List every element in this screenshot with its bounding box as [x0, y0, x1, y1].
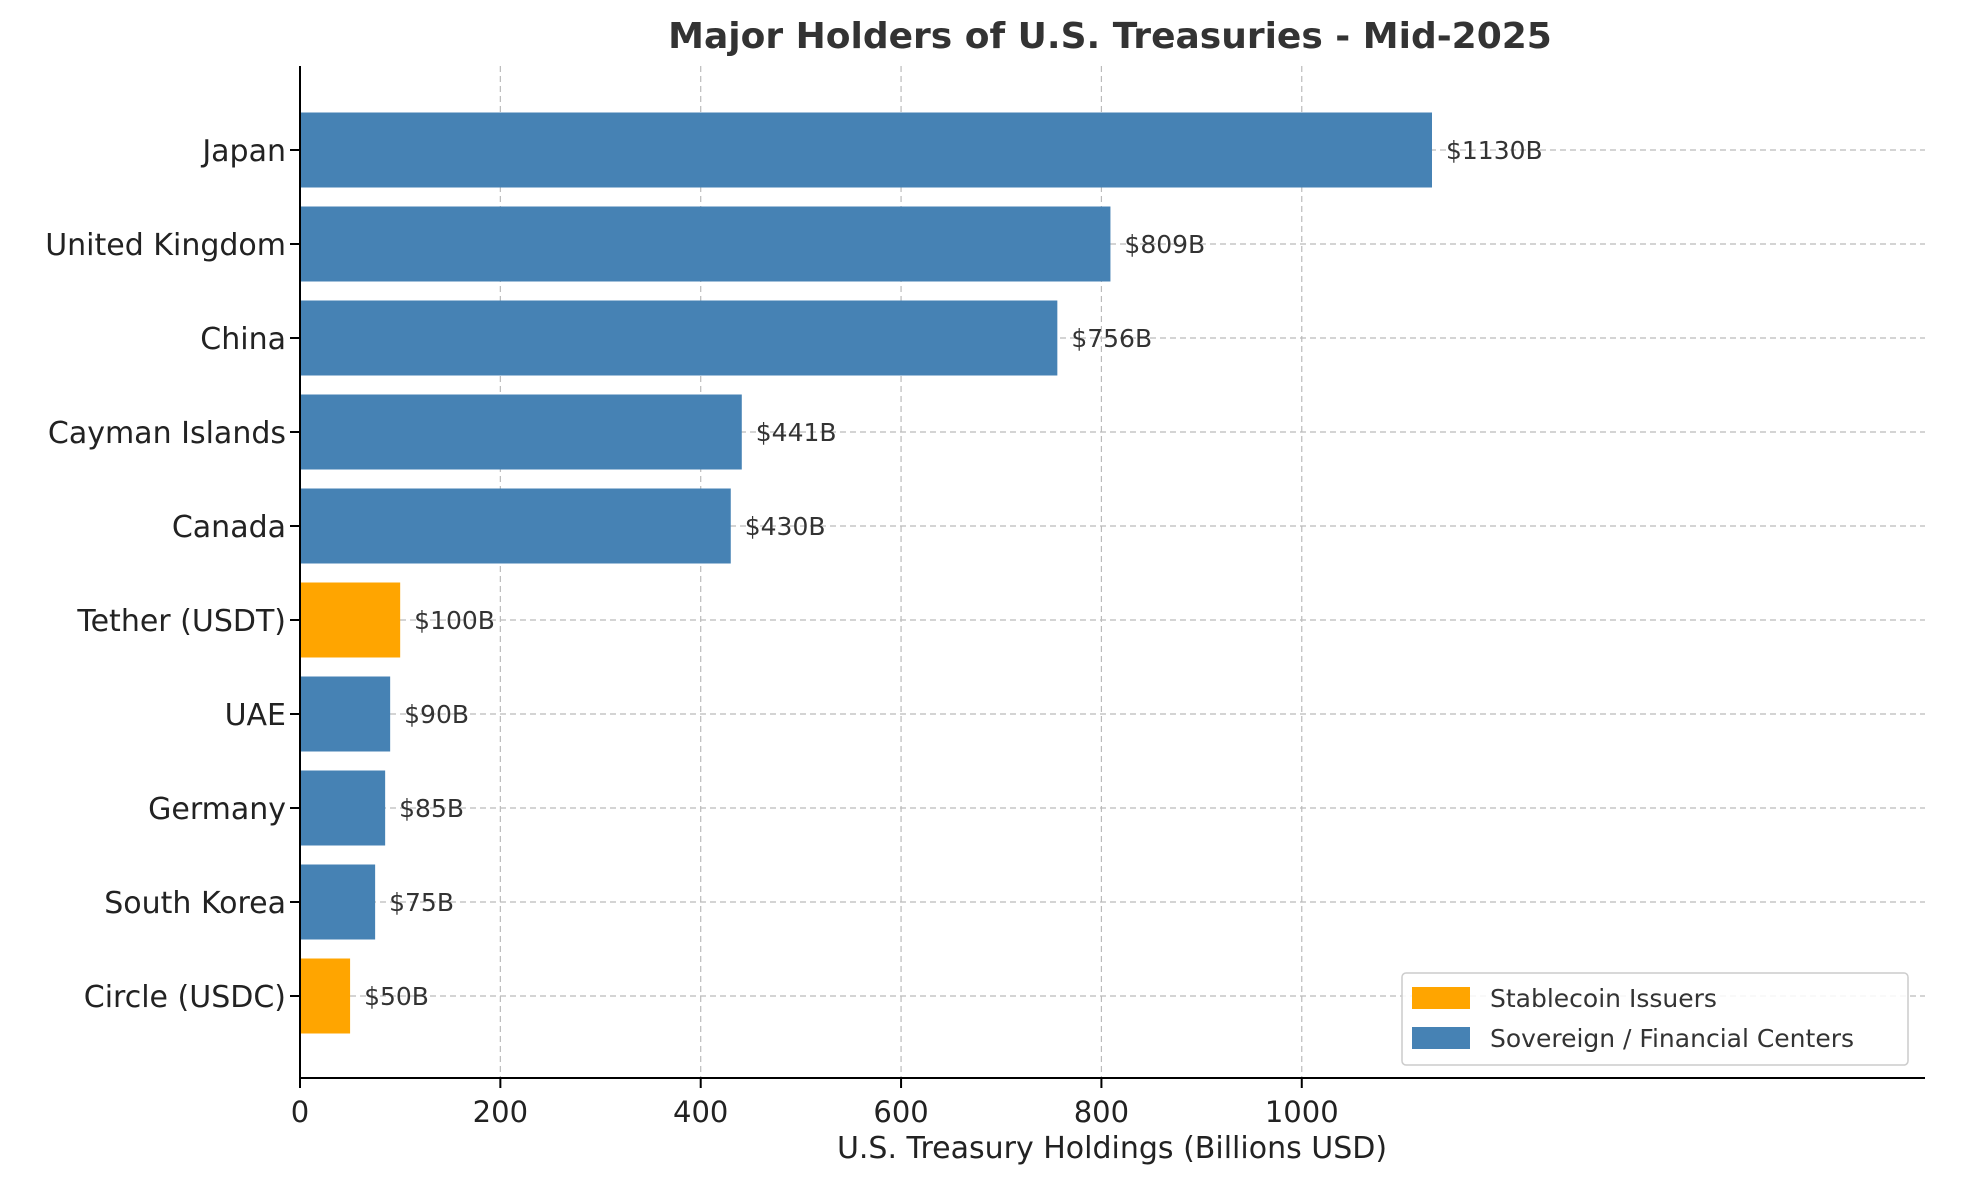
- value-labels: $1130B $809B $756B $441B $430B $100B $90B $85B $…: [364, 136, 1543, 1011]
- category-labels: Japan United Kingdom China Cayman Islands Ca…: [45, 134, 300, 1015]
- category-label: Circle (USDC): [84, 980, 286, 1015]
- x-tick-label: 800: [1074, 1095, 1129, 1129]
- value-label: $756B: [1071, 324, 1152, 353]
- category-label: Germany: [148, 792, 286, 827]
- category-label: Canada: [172, 510, 286, 545]
- value-label: $441B: [756, 418, 837, 447]
- x-ticks: 0 200 400 600 800 1000: [291, 1078, 1339, 1129]
- value-label: $809B: [1124, 230, 1205, 259]
- bar: [300, 300, 1058, 376]
- bar: [300, 112, 1432, 188]
- x-tick-label: 0: [291, 1095, 309, 1129]
- category-label: South Korea: [104, 886, 286, 921]
- category-label: UAE: [225, 698, 286, 733]
- legend-label-sovereign: Sovereign / Financial Centers: [1490, 1024, 1854, 1053]
- category-label: Japan: [200, 134, 286, 169]
- x-tick-label: 400: [673, 1095, 728, 1129]
- x-tick-label: 1000: [1265, 1095, 1339, 1129]
- bar: [300, 582, 401, 658]
- value-label: $430B: [745, 512, 826, 541]
- value-label: $1130B: [1446, 136, 1543, 165]
- legend-swatch-stablecoin: [1412, 987, 1470, 1009]
- chart-title: Major Holders of U.S. Treasuries - Mid-2…: [668, 16, 1552, 57]
- bar: [300, 770, 386, 846]
- category-label: Tether (USDT): [76, 604, 286, 639]
- bar: [300, 958, 351, 1034]
- bar: [300, 206, 1111, 282]
- bar: [300, 676, 391, 752]
- bar: [300, 488, 731, 564]
- legend: Stablecoin Issuers Sovereign / Financial …: [1401, 972, 1909, 1066]
- legend-swatch-sovereign: [1412, 1027, 1470, 1049]
- axes: [299, 66, 1925, 1079]
- value-label: $50B: [364, 982, 429, 1011]
- x-tick-label: 600: [873, 1095, 928, 1129]
- value-label: $85B: [399, 794, 464, 823]
- category-label: United Kingdom: [45, 228, 286, 263]
- bar: [300, 864, 376, 940]
- bar: [300, 394, 742, 470]
- legend-label-stablecoin: Stablecoin Issuers: [1490, 984, 1717, 1013]
- bars: [300, 112, 1432, 1034]
- x-tick-label: 200: [473, 1095, 528, 1129]
- legend-box: [1401, 972, 1909, 1066]
- x-axis-title: U.S. Treasury Holdings (Billions USD): [837, 1131, 1387, 1166]
- value-label: $100B: [414, 606, 495, 635]
- category-label: Cayman Islands: [48, 416, 286, 451]
- value-label: $90B: [404, 700, 469, 729]
- category-label: China: [200, 322, 286, 357]
- value-label: $75B: [389, 888, 454, 917]
